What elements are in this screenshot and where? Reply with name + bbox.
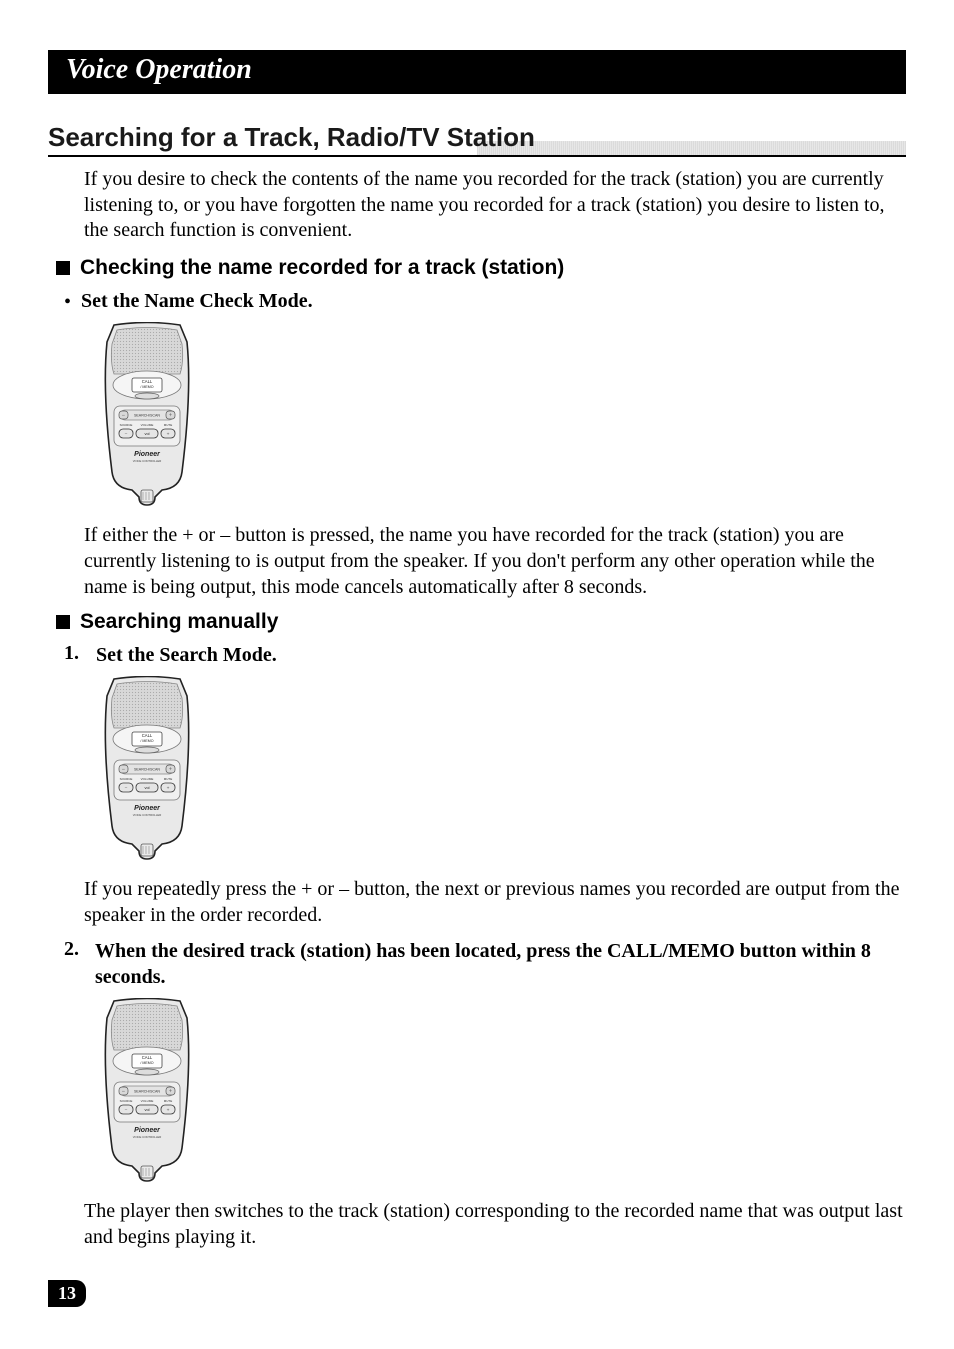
svg-text:Pioneer: Pioneer: [134, 805, 161, 812]
para-namecheck: If either the + or – button is pressed, …: [84, 522, 906, 600]
svg-text:CALL: CALL: [142, 379, 153, 384]
svg-text:SEARCH/SCAN: SEARCH/SCAN: [134, 413, 160, 417]
svg-text:vol: vol: [144, 1107, 149, 1112]
numbered-step-2: 2. When the desired track (station) has …: [64, 938, 906, 990]
subhead-text: Searching manually: [80, 610, 278, 634]
para-result: The player then switches to the track (s…: [84, 1198, 906, 1250]
svg-text:−: −: [125, 1108, 128, 1113]
svg-text:VOICE CONTROLLER: VOICE CONTROLLER: [133, 813, 162, 817]
svg-text:SOURCE: SOURCE: [120, 1099, 133, 1103]
svg-text:MUTE: MUTE: [164, 423, 173, 427]
remote-illustration-2: CALL / MEMO SEARCH/SCAN − + SOURCE VOLUM…: [92, 676, 202, 861]
svg-text:+: +: [167, 432, 170, 437]
svg-text:VOLUME: VOLUME: [141, 777, 154, 781]
svg-text:+: +: [167, 1108, 170, 1113]
svg-text:CALL: CALL: [142, 1055, 153, 1060]
title-bar: Voice Operation: [48, 50, 906, 94]
subhead-manual: Searching manually: [48, 610, 906, 634]
remote-illustration-2-wrap: CALL / MEMO SEARCH/SCAN − + SOURCE VOLUM…: [92, 676, 906, 866]
bullet-step-namecheck: • Set the Name Check Mode.: [64, 288, 906, 314]
step-text: Set the Name Check Mode.: [81, 288, 313, 314]
svg-text:VOLUME: VOLUME: [141, 1099, 154, 1103]
step-text: Set the Search Mode.: [96, 642, 277, 668]
remote-illustration-1: CALL / MEMO SEARCH/SCAN − + SOURCE VOLUM…: [92, 322, 202, 507]
svg-text:VOICE CONTROLLER: VOICE CONTROLLER: [133, 1135, 162, 1139]
numbered-step-1: 1. Set the Search Mode.: [64, 642, 906, 668]
svg-text:CALL: CALL: [142, 733, 153, 738]
page-number: 13: [48, 1280, 86, 1307]
svg-text:−: −: [125, 432, 128, 437]
svg-text:VOICE CONTROLLER: VOICE CONTROLLER: [133, 459, 162, 463]
subhead-text: Checking the name recorded for a track (…: [80, 256, 564, 280]
svg-text:SOURCE: SOURCE: [120, 423, 133, 427]
square-bullet-icon: [56, 615, 70, 629]
svg-text:SOURCE: SOURCE: [120, 777, 133, 781]
square-bullet-icon: [56, 261, 70, 275]
subhead-checking: Checking the name recorded for a track (…: [48, 256, 906, 280]
svg-text:SEARCH/SCAN: SEARCH/SCAN: [134, 1089, 160, 1093]
section-title: Searching for a Track, Radio/TV Station: [48, 122, 906, 157]
svg-text:vol: vol: [144, 785, 149, 790]
intro-paragraph: If you desire to check the contents of t…: [84, 167, 906, 244]
svg-text:MUTE: MUTE: [164, 1099, 173, 1103]
svg-text:/ MEMO: / MEMO: [140, 739, 153, 743]
bullet-dot-icon: •: [64, 292, 71, 312]
svg-text:vol: vol: [144, 431, 149, 436]
svg-text:SEARCH/SCAN: SEARCH/SCAN: [134, 767, 160, 771]
remote-illustration-3-wrap: CALL / MEMO SEARCH/SCAN − + SOURCE VOLUM…: [92, 998, 906, 1188]
svg-text:−: −: [125, 786, 128, 791]
svg-text:+: +: [167, 786, 170, 791]
remote-illustration-3: CALL / MEMO SEARCH/SCAN − + SOURCE VOLUM…: [92, 998, 202, 1183]
step-number: 2.: [64, 938, 85, 961]
remote-illustration-1-wrap: CALL / MEMO SEARCH/SCAN − + SOURCE VOLUM…: [92, 322, 906, 512]
step-text: When the desired track (station) has bee…: [95, 938, 906, 990]
svg-text:Pioneer: Pioneer: [134, 1127, 161, 1134]
svg-text:Pioneer: Pioneer: [134, 451, 161, 458]
svg-text:MUTE: MUTE: [164, 777, 173, 781]
svg-text:VOLUME: VOLUME: [141, 423, 154, 427]
para-search: If you repeatedly press the + or – butto…: [84, 876, 906, 928]
svg-text:/ MEMO: / MEMO: [140, 1061, 153, 1065]
svg-text:/ MEMO: / MEMO: [140, 385, 153, 389]
step-number: 1.: [64, 642, 86, 665]
